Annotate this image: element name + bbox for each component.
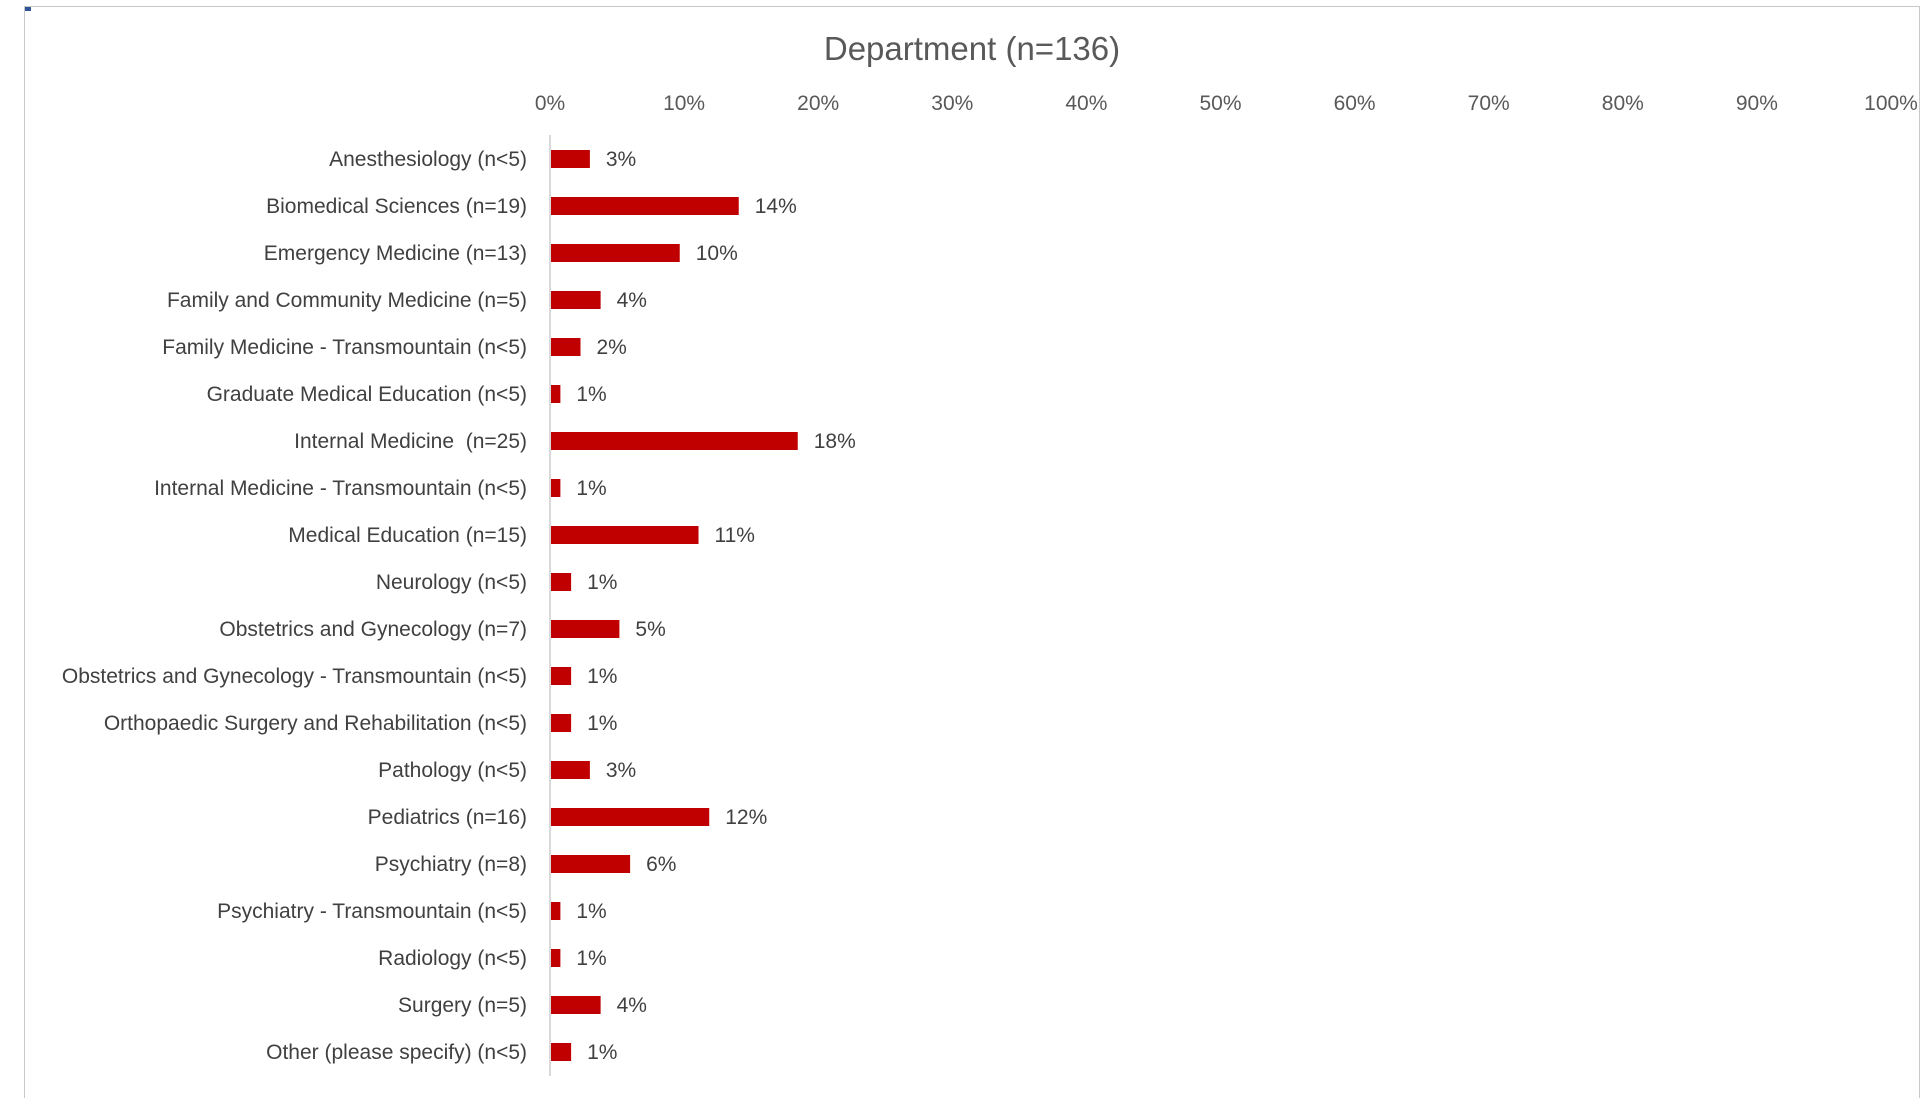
category-label: Obstetrics and Gynecology - Transmountai… bbox=[62, 665, 527, 688]
data-label: 3% bbox=[606, 759, 636, 782]
x-tick-label: 80% bbox=[1602, 92, 1644, 115]
data-label: 4% bbox=[617, 289, 647, 312]
bar bbox=[551, 902, 561, 920]
x-tick-label: 30% bbox=[931, 92, 973, 115]
bar bbox=[551, 291, 601, 309]
data-label: 14% bbox=[755, 195, 797, 218]
category-label: Biomedical Sciences (n=19) bbox=[266, 195, 527, 218]
category-label: Obstetrics and Gynecology (n=7) bbox=[219, 618, 527, 641]
bar bbox=[551, 244, 680, 262]
x-axis-ticks: 0% 10% 20% 30% 40% 50% 60% 70% 80% 90% 100% bbox=[535, 92, 1918, 115]
data-label: 1% bbox=[576, 947, 606, 970]
category-label: Internal Medicine - Transmountain (n<5) bbox=[154, 477, 527, 500]
x-tick-label: 90% bbox=[1736, 92, 1778, 115]
bar bbox=[551, 479, 561, 497]
data-label: 11% bbox=[715, 524, 755, 547]
category-label: Surgery (n=5) bbox=[398, 994, 527, 1017]
bar bbox=[551, 761, 590, 779]
bar bbox=[551, 949, 561, 967]
data-label: 1% bbox=[587, 712, 617, 735]
bar bbox=[551, 714, 572, 732]
bar bbox=[551, 150, 590, 168]
x-tick-label: 50% bbox=[1199, 92, 1241, 115]
chart-title: Department (n=136) bbox=[824, 30, 1120, 67]
category-label: Pediatrics (n=16) bbox=[368, 806, 527, 829]
x-tick-label: 0% bbox=[535, 92, 565, 115]
chart-frame bbox=[24, 6, 1920, 1098]
data-label: 1% bbox=[587, 571, 617, 594]
category-label: Family Medicine - Transmountain (n<5) bbox=[162, 336, 527, 359]
category-label: Other (please specify) (n<5) bbox=[266, 1041, 527, 1064]
x-tick-label: 100% bbox=[1864, 92, 1918, 115]
bars: Anesthesiology (n<5) 3% Biomedical Science… bbox=[62, 148, 856, 1064]
data-label: 1% bbox=[576, 900, 606, 923]
category-label: Emergency Medicine (n=13) bbox=[264, 242, 527, 265]
x-tick-label: 20% bbox=[797, 92, 839, 115]
data-label: 3% bbox=[606, 148, 636, 171]
bar bbox=[551, 197, 739, 215]
x-tick-label: 60% bbox=[1334, 92, 1376, 115]
data-label: 1% bbox=[587, 665, 617, 688]
category-label: Pathology (n<5) bbox=[378, 759, 527, 782]
data-label: 2% bbox=[597, 336, 627, 359]
bar bbox=[551, 667, 572, 685]
bar bbox=[551, 432, 798, 450]
data-label: 1% bbox=[576, 477, 606, 500]
data-label: 10% bbox=[696, 242, 738, 265]
data-label: 18% bbox=[814, 430, 856, 453]
data-label: 1% bbox=[576, 383, 606, 406]
bar bbox=[551, 996, 601, 1014]
data-label: 4% bbox=[617, 994, 647, 1017]
category-label: Graduate Medical Education (n<5) bbox=[207, 383, 527, 406]
category-label: Internal Medicine (n=25) bbox=[294, 430, 527, 453]
bar bbox=[551, 573, 572, 591]
x-tick-label: 40% bbox=[1065, 92, 1107, 115]
data-label: 12% bbox=[725, 806, 767, 829]
bar bbox=[551, 338, 581, 356]
category-label: Psychiatry - Transmountain (n<5) bbox=[217, 900, 527, 923]
data-label: 6% bbox=[646, 853, 676, 876]
bar bbox=[551, 855, 631, 873]
data-label: 5% bbox=[635, 618, 665, 641]
bar bbox=[551, 1043, 572, 1061]
x-tick-label: 70% bbox=[1468, 92, 1510, 115]
category-label: Orthopaedic Surgery and Rehabilitation (… bbox=[104, 712, 527, 735]
category-label: Anesthesiology (n<5) bbox=[329, 148, 527, 171]
category-label: Medical Education (n=15) bbox=[288, 524, 527, 547]
category-label: Neurology (n<5) bbox=[376, 571, 527, 594]
category-label: Psychiatry (n=8) bbox=[375, 853, 527, 876]
category-label: Family and Community Medicine (n=5) bbox=[167, 289, 527, 312]
bar bbox=[551, 808, 710, 826]
bar bbox=[551, 385, 561, 403]
x-tick-label: 10% bbox=[663, 92, 705, 115]
category-label: Radiology (n<5) bbox=[378, 947, 527, 970]
bar bbox=[551, 620, 620, 638]
bar bbox=[551, 526, 699, 544]
corner-mark bbox=[25, 7, 31, 11]
data-label: 1% bbox=[587, 1041, 617, 1064]
